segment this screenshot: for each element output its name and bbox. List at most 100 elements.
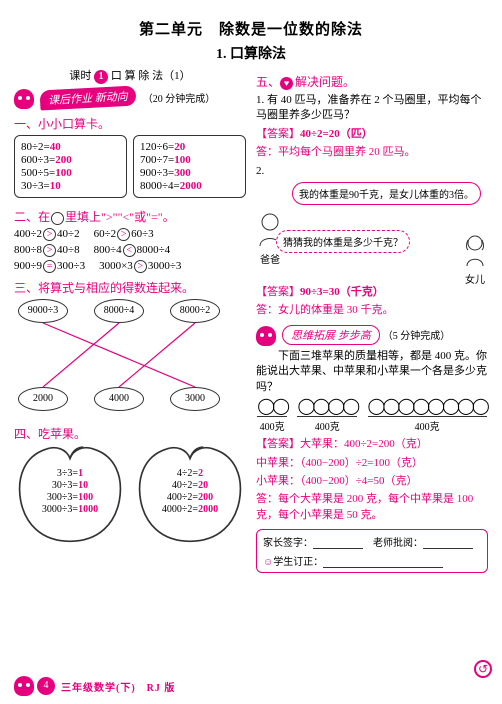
a: 2000	[198, 504, 218, 515]
apples: 3÷3=1 30÷3=10 300÷3=100 3000÷3=1000 4÷2=…	[14, 445, 246, 550]
lesson-num: 1	[94, 70, 108, 84]
sec4: 四、吃苹果。	[14, 425, 246, 442]
hw-badge: 课后作业 新动向	[40, 86, 137, 111]
a: 200	[55, 154, 72, 166]
calc-box-1: 80÷2=40 600÷3=200 500÷5=100 30÷3=10	[14, 135, 127, 198]
footer: 4 三年级数学(下) RJ 版	[14, 676, 488, 696]
girl-label: 女儿	[462, 271, 488, 286]
s: <	[123, 244, 136, 257]
a: 100	[174, 154, 191, 166]
l: 800÷8	[14, 244, 42, 256]
heap-l: 400克	[368, 416, 487, 433]
bear-icon	[14, 89, 34, 109]
q: 700÷7=	[140, 154, 174, 166]
blank-line[interactable]	[313, 539, 363, 549]
q: 3000÷3=	[42, 504, 78, 515]
sec1: 一、小小口算卡。	[14, 115, 246, 132]
sig-parent: 家长签字：	[263, 538, 313, 549]
blank-line[interactable]	[323, 558, 443, 568]
footer-text: 三年级数学(下) RJ 版	[61, 679, 175, 694]
heap-g: ◯◯◯◯◯◯◯◯	[368, 399, 487, 415]
right-column: 五、♥解决问题。 1. 有 40 匹马，准备养在 2 个马圈里，平均每个马圈里养…	[256, 67, 488, 573]
ext-badge: 思维拓展 步步高	[282, 325, 380, 345]
lesson-post: 口 算 除 法（1）	[111, 70, 191, 82]
lesson-pre: 课时	[69, 70, 91, 82]
match-lines	[14, 299, 224, 414]
a: 10	[78, 480, 88, 491]
apple-left: 3÷3=1 30÷3=10 300÷3=100 3000÷3=1000	[14, 445, 126, 550]
calc-box-2: 120÷6=20 700÷7=100 900÷3=300 8000÷4=2000	[133, 135, 246, 198]
a: 20	[198, 480, 208, 491]
ext-res: 答：每个大苹果是 200 克，每个中苹果是 100 克，每个小苹果是 50 克。	[256, 492, 488, 523]
l: 400÷2	[14, 228, 42, 240]
s: >	[117, 228, 130, 241]
cmp-row: 900÷9=300÷3 3000×3>3000÷3	[14, 260, 246, 273]
q2-ans: 90÷3=30（千克）	[300, 286, 384, 298]
q1-text: 1. 有 40 匹马，准备养在 2 个马圈里，平均每个马圈里养多少匹马？	[256, 93, 488, 124]
a: 100	[55, 167, 72, 179]
ext-time: （5 分钟完成）	[383, 331, 451, 342]
l: 800÷4	[94, 244, 122, 256]
ext-a2: 中苹果：（400−200）÷2=100（克）	[256, 456, 488, 471]
a: 20	[174, 141, 185, 153]
sec2: 二、在里填上">""<"或"="。	[14, 208, 246, 225]
q: 4÷2=	[177, 468, 198, 479]
q2-num: 2.	[256, 164, 488, 179]
left-column: 课时 1 口 算 除 法（1） 课后作业 新动向 （20 分钟完成） 一、小小口…	[14, 67, 246, 573]
heaps: ◯◯400克 ◯◯◯◯400克 ◯◯◯◯◯◯◯◯400克	[256, 399, 488, 433]
q: 500÷5=	[21, 167, 55, 179]
matching: 9000÷3 8000÷4 8000÷2 2000 4000 3000	[14, 299, 246, 419]
r: 40÷2	[57, 228, 80, 240]
a: 300	[174, 167, 191, 179]
a: 1000	[78, 504, 98, 515]
q: 600÷3=	[21, 154, 55, 166]
r: 300÷3	[57, 260, 85, 272]
a: 40	[50, 141, 61, 153]
ext-a3: 小苹果：（400−200）÷4=50（克）	[256, 474, 488, 489]
a: 200	[198, 492, 213, 503]
unit-title: 第二单元 除数是一位数的除法	[14, 18, 488, 39]
s: >	[43, 244, 56, 257]
sec5-post: 解决问题。	[295, 75, 355, 89]
a: 2	[198, 468, 203, 479]
q: 30÷3=	[52, 480, 78, 491]
sec3: 三、将算式与相应的得数连起来。	[14, 279, 246, 296]
girl-speech: 猜猜我的体重是多少千克？	[276, 230, 410, 253]
sec2-post: 里填上">""<"或"="。	[65, 210, 175, 224]
ans-label: 【答案】	[256, 438, 300, 450]
q: 900÷3=	[140, 167, 174, 179]
a: 10	[50, 180, 61, 192]
sig-teacher: 老师批阅：	[373, 538, 423, 549]
dad-label: 爸爸	[256, 251, 284, 266]
blank-circle-icon	[51, 212, 64, 225]
r: 60÷3	[131, 228, 154, 240]
s: =	[43, 260, 56, 273]
a: 2000	[180, 180, 202, 192]
signature-box: 家长签字： 老师批阅： ☺学生订正：	[256, 529, 488, 573]
q: 80÷2=	[21, 141, 50, 153]
q: 4000÷2=	[162, 504, 198, 515]
heap-g: ◯◯◯◯	[297, 399, 357, 415]
girl-icon: 女儿	[462, 234, 488, 286]
hw-time: （20 分钟完成）	[143, 94, 216, 105]
q: 120÷6=	[140, 141, 174, 153]
q: 8000÷4=	[140, 180, 180, 192]
ans-label: 【答案】	[256, 286, 300, 298]
bear-icon	[256, 326, 276, 346]
heap-g: ◯◯	[257, 399, 287, 415]
sec5: 五、♥解决问题。	[256, 73, 488, 90]
calc-boxes: 80÷2=40 600÷3=200 500÷5=100 30÷3=10 120÷…	[14, 135, 246, 202]
hw-row: 课后作业 新动向 （20 分钟完成）	[14, 88, 246, 109]
heap: ◯◯400克	[257, 399, 287, 433]
heap-l: 400克	[297, 416, 357, 433]
a: 100	[78, 492, 93, 503]
ans-label: 【答案】	[256, 128, 300, 140]
r: 3000÷3	[148, 260, 182, 272]
q2-res: 答：女儿的体重是 30 千克。	[256, 303, 488, 318]
l: 60÷2	[94, 228, 117, 240]
blank-line[interactable]	[423, 539, 473, 549]
heap-l: 400克	[257, 416, 287, 433]
dad-speech: 我的体重是90千克，是女儿体重的3倍。	[292, 182, 481, 205]
apple-right: 4÷2=2 40÷2=20 400÷2=200 4000÷2=2000	[134, 445, 246, 550]
ext-a1: 大苹果：400÷2=200（克）	[300, 438, 428, 450]
